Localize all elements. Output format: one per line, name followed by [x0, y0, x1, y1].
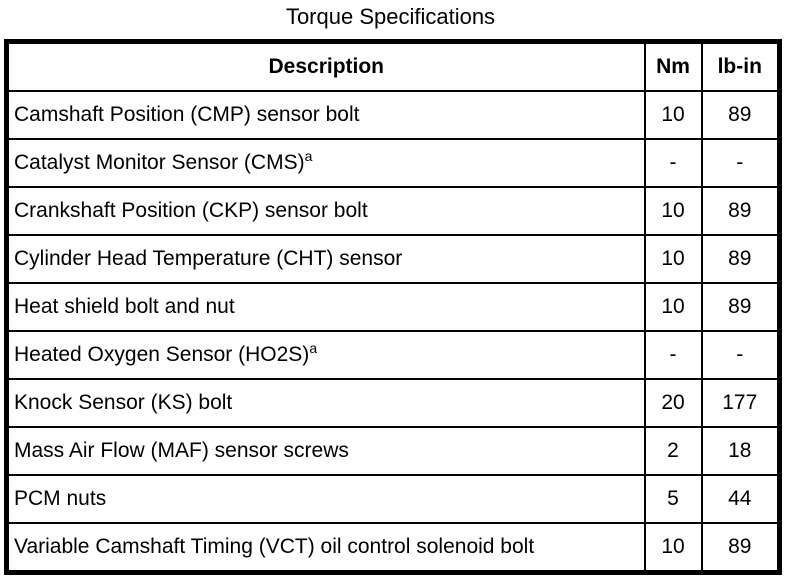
lb-in-cell: 89: [700, 522, 781, 574]
table-row: Catalyst Monitor Sensor (CMS)a - -: [5, 138, 781, 188]
description-text: Mass Air Flow (MAF) sensor screws: [14, 439, 349, 463]
lb-in-cell: -: [700, 138, 781, 188]
lb-in-cell: 89: [700, 186, 781, 236]
description-cell: Heated Oxygen Sensor (HO2S)a: [5, 330, 646, 380]
lb-in-cell: 177: [700, 378, 781, 428]
description-cell: Variable Camshaft Timing (VCT) oil contr…: [5, 522, 646, 574]
table-row: Knock Sensor (KS) bolt 20 177: [5, 378, 781, 428]
table-row: PCM nuts 5 44: [5, 474, 781, 524]
nm-cell: -: [643, 138, 703, 188]
lb-in-cell: -: [700, 330, 781, 380]
description-text: Catalyst Monitor Sensor (CMS): [14, 151, 305, 175]
description-text: Knock Sensor (KS) bolt: [14, 391, 233, 415]
lb-in-cell: 18: [700, 426, 781, 476]
nm-cell: 10: [643, 186, 703, 236]
footnote-marker: a: [309, 340, 318, 357]
description-cell: Crankshaft Position (CKP) sensor bolt: [5, 186, 646, 236]
description-cell: PCM nuts: [5, 474, 646, 524]
lb-in-cell: 89: [700, 90, 781, 140]
nm-cell: 10: [643, 234, 703, 284]
header-row: Description Nm lb-in: [5, 40, 781, 92]
description-cell: Heat shield bolt and nut: [5, 282, 646, 332]
col-header-lb-in: lb-in: [700, 40, 781, 92]
description-cell: Cylinder Head Temperature (CHT) sensor: [5, 234, 646, 284]
description-cell: Mass Air Flow (MAF) sensor screws: [5, 426, 646, 476]
nm-cell: -: [643, 330, 703, 380]
nm-cell: 10: [643, 522, 703, 574]
description-cell: Knock Sensor (KS) bolt: [5, 378, 646, 428]
lb-in-cell: 44: [700, 474, 781, 524]
page: Torque Specifications Description Nm lb-…: [0, 4, 800, 575]
table-row: Crankshaft Position (CKP) sensor bolt 10…: [5, 186, 781, 236]
table-row: Mass Air Flow (MAF) sensor screws 2 18: [5, 426, 781, 476]
description-text: Variable Camshaft Timing (VCT) oil contr…: [14, 535, 535, 559]
description-cell: Camshaft Position (CMP) sensor bolt: [5, 90, 646, 140]
table-body: Camshaft Position (CMP) sensor bolt 10 8…: [5, 90, 781, 574]
footnote-marker: a: [304, 148, 313, 165]
torque-specs-table: Description Nm lb-in Camshaft Position (…: [4, 39, 782, 575]
description-text: Heat shield bolt and nut: [14, 295, 235, 319]
description-text: Cylinder Head Temperature (CHT) sensor: [14, 247, 403, 271]
nm-cell: 20: [643, 378, 703, 428]
table-row: Heated Oxygen Sensor (HO2S)a - -: [5, 330, 781, 380]
description-text: Heated Oxygen Sensor (HO2S): [14, 343, 310, 367]
nm-cell: 2: [643, 426, 703, 476]
table-row: Variable Camshaft Timing (VCT) oil contr…: [5, 522, 781, 574]
description-text: Crankshaft Position (CKP) sensor bolt: [14, 199, 368, 223]
lb-in-cell: 89: [700, 234, 781, 284]
table-row: Camshaft Position (CMP) sensor bolt 10 8…: [5, 90, 781, 140]
nm-cell: 5: [643, 474, 703, 524]
lb-in-cell: 89: [700, 282, 781, 332]
table-header: Description Nm lb-in: [5, 40, 781, 92]
description-cell: Catalyst Monitor Sensor (CMS)a: [5, 138, 646, 188]
description-text: Camshaft Position (CMP) sensor bolt: [14, 103, 360, 127]
nm-cell: 10: [643, 90, 703, 140]
description-text: PCM nuts: [14, 487, 107, 511]
col-header-description: Description: [5, 40, 646, 92]
table-row: Cylinder Head Temperature (CHT) sensor 1…: [5, 234, 781, 284]
nm-cell: 10: [643, 282, 703, 332]
page-title: Torque Specifications: [285, 4, 496, 29]
col-header-nm: Nm: [643, 40, 703, 92]
table-row: Heat shield bolt and nut 10 89: [5, 282, 781, 332]
